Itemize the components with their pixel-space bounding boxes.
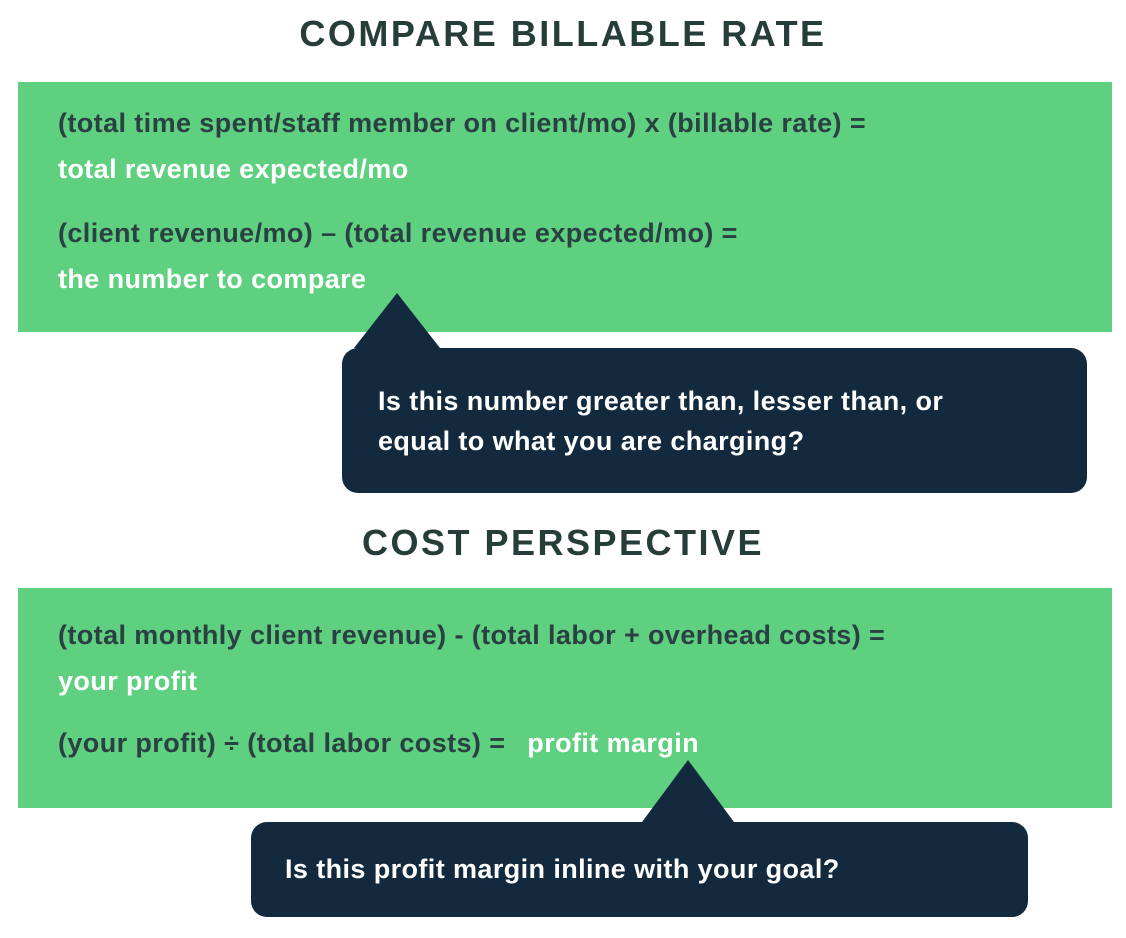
section2-formula2-line: (your profit) ÷ (total labor costs) = pr…	[58, 720, 1072, 766]
section1-title: COMPARE BILLABLE RATE	[299, 13, 827, 54]
section2-formula2-expression: (your profit) ÷ (total labor costs) =	[58, 728, 506, 758]
section2-title: COST PERSPECTIVE	[361, 522, 765, 563]
section1-formula1-expression: (total time spent/staff member on client…	[58, 108, 866, 138]
section2-callout-bubble: Is this profit margin inline with your g…	[251, 822, 1028, 917]
callout1-pointer-triangle	[354, 293, 440, 348]
callout1-text-line1: Is this number greater than, lesser than…	[378, 386, 944, 416]
section1-callout-bubble: Is this number greater than, lesser than…	[342, 348, 1087, 493]
section2-formula1-result: your profit	[58, 666, 198, 696]
callout2-text-line1: Is this profit margin inline with your g…	[285, 854, 840, 884]
section1-formula-box: (total time spent/staff member on client…	[18, 82, 1112, 332]
section2-formula-box: (total monthly client revenue) - (total …	[18, 588, 1112, 808]
section1-formula1-result: total revenue expected/mo	[58, 154, 409, 184]
callout2-pointer-triangle	[642, 760, 734, 822]
section1-formula2-result: the number to compare	[58, 264, 367, 294]
section2-formula2-result: profit margin	[527, 728, 699, 758]
section2-formula1-expression: (total monthly client revenue) - (total …	[58, 620, 886, 650]
callout1-text-line2: equal to what you are charging?	[378, 426, 805, 456]
section1-formula2-expression: (client revenue/mo) – (total revenue exp…	[58, 218, 738, 248]
